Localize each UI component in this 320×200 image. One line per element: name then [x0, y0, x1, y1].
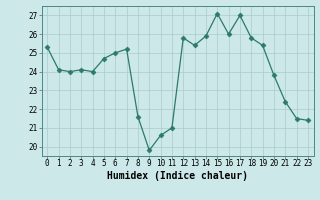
X-axis label: Humidex (Indice chaleur): Humidex (Indice chaleur) [107, 171, 248, 181]
